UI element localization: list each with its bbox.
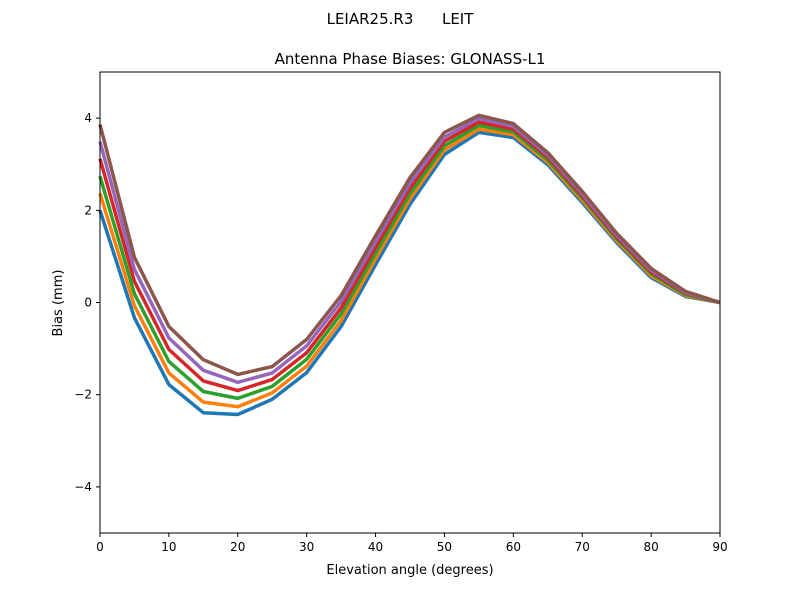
- x-axis: 0 10 20 30 40 50 60 70 80 90: [96, 533, 728, 554]
- figure-suptitle: LEIAR25.R3 LEIT: [327, 10, 475, 28]
- y-tick-label: −4: [74, 480, 92, 494]
- x-tick-label: 0: [96, 540, 104, 554]
- x-axis-label: Elevation angle (degrees): [326, 563, 493, 578]
- series-line-2: [98, 123, 721, 401]
- x-tick-label: 90: [712, 540, 727, 554]
- y-axis: −4 −2 0 2 4: [74, 111, 100, 494]
- x-tick-label: 50: [437, 540, 452, 554]
- x-tick-label: 20: [230, 540, 245, 554]
- x-tick-label: 60: [506, 540, 521, 554]
- chart-title: Antenna Phase Biases: GLONASS-L1: [275, 50, 546, 68]
- series-line-5: [98, 113, 721, 377]
- series-lines: [98, 113, 721, 417]
- y-tick-label: 4: [84, 111, 92, 125]
- axes-frame: [99, 71, 721, 534]
- x-tick-label: 70: [575, 540, 590, 554]
- y-axis-label: Bias (mm): [51, 270, 66, 337]
- x-tick-label: 30: [299, 540, 314, 554]
- y-tick-label: 0: [84, 296, 92, 310]
- series-line-1: [98, 127, 721, 409]
- x-tick-label: 80: [643, 540, 658, 554]
- y-tick-label: −2: [74, 388, 92, 402]
- x-tick-label: 40: [368, 540, 383, 554]
- x-tick-label: 10: [161, 540, 176, 554]
- y-tick-label: 2: [84, 203, 92, 217]
